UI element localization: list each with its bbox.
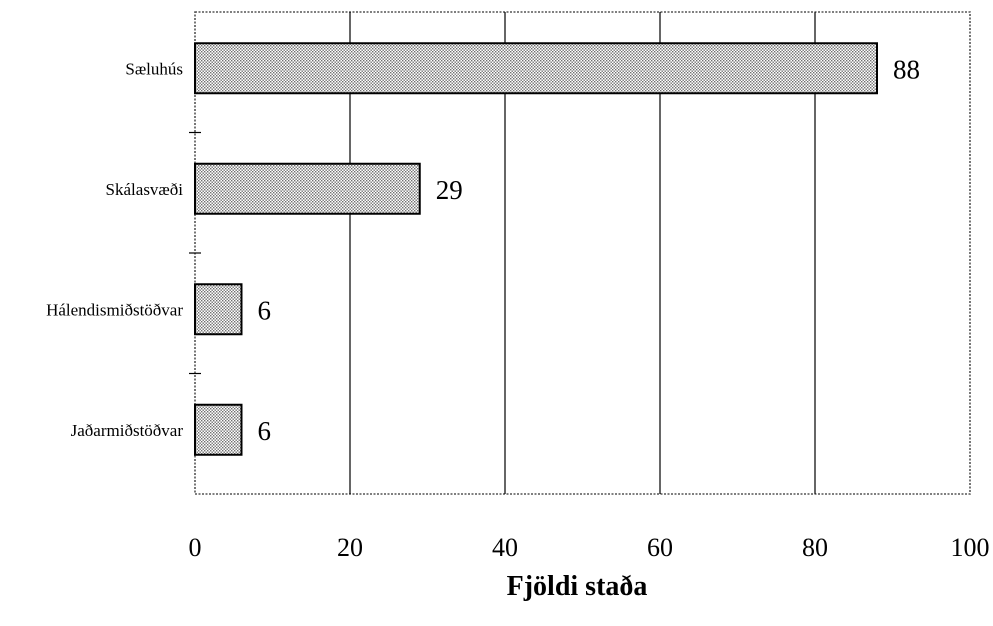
bar-value-label: 6 <box>258 295 272 325</box>
category-labels: Sæluhús Skálasvæði Hálendismiðstöðvar Jaðar… <box>46 59 183 440</box>
x-tick-label: 40 <box>492 533 518 562</box>
bar <box>194 42 878 95</box>
bar <box>194 403 243 456</box>
bar <box>194 283 243 336</box>
bar-value-label: 29 <box>436 175 463 205</box>
bar-value-label: 6 <box>258 416 272 446</box>
x-tick-label: 100 <box>951 533 990 562</box>
bars <box>194 42 878 456</box>
x-tick-label: 80 <box>802 533 828 562</box>
category-label: Skálasvæði <box>106 180 184 199</box>
category-ticks <box>189 131 201 375</box>
x-tick-label: 0 <box>189 533 202 562</box>
bar-value-label: 88 <box>893 54 920 84</box>
x-tick-labels: 0 20 40 60 80 100 <box>189 533 990 562</box>
category-label: Sæluhús <box>125 59 183 78</box>
x-tick-label: 20 <box>337 533 363 562</box>
category-label: Jaðarmiðstöðvar <box>71 421 184 440</box>
x-tick-label: 60 <box>647 533 673 562</box>
data-labels: 88 29 6 6 <box>258 54 921 446</box>
bar <box>194 162 421 215</box>
category-label: Hálendismiðstöðvar <box>46 300 183 319</box>
x-axis-title: Fjöldi staða <box>507 571 648 602</box>
